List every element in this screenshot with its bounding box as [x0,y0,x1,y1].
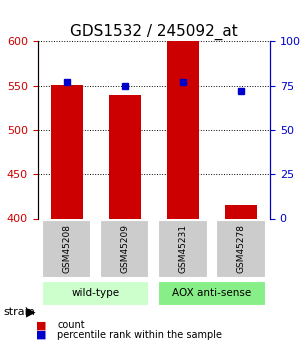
Text: GSM45231: GSM45231 [178,224,187,273]
Text: percentile rank within the sample: percentile rank within the sample [57,330,222,339]
Text: ■: ■ [36,321,46,330]
Bar [167,41,199,218]
FancyBboxPatch shape [158,280,266,306]
Bar [225,205,257,218]
Title: GDS1532 / 245092_at: GDS1532 / 245092_at [70,24,238,40]
Text: count: count [57,321,85,330]
Text: strain: strain [3,307,35,317]
Bar [51,85,82,218]
Text: wild-type: wild-type [72,288,120,298]
FancyBboxPatch shape [216,220,266,278]
Text: GSM45208: GSM45208 [62,224,71,273]
Text: GSM45278: GSM45278 [236,224,245,273]
FancyBboxPatch shape [100,220,149,278]
FancyBboxPatch shape [158,220,208,278]
Text: ▶: ▶ [26,306,35,319]
Text: AOX anti-sense: AOX anti-sense [172,288,251,298]
Text: GSM45209: GSM45209 [120,224,129,273]
FancyBboxPatch shape [42,220,91,278]
FancyBboxPatch shape [42,280,149,306]
Bar [109,95,141,218]
Text: ■: ■ [36,330,46,339]
